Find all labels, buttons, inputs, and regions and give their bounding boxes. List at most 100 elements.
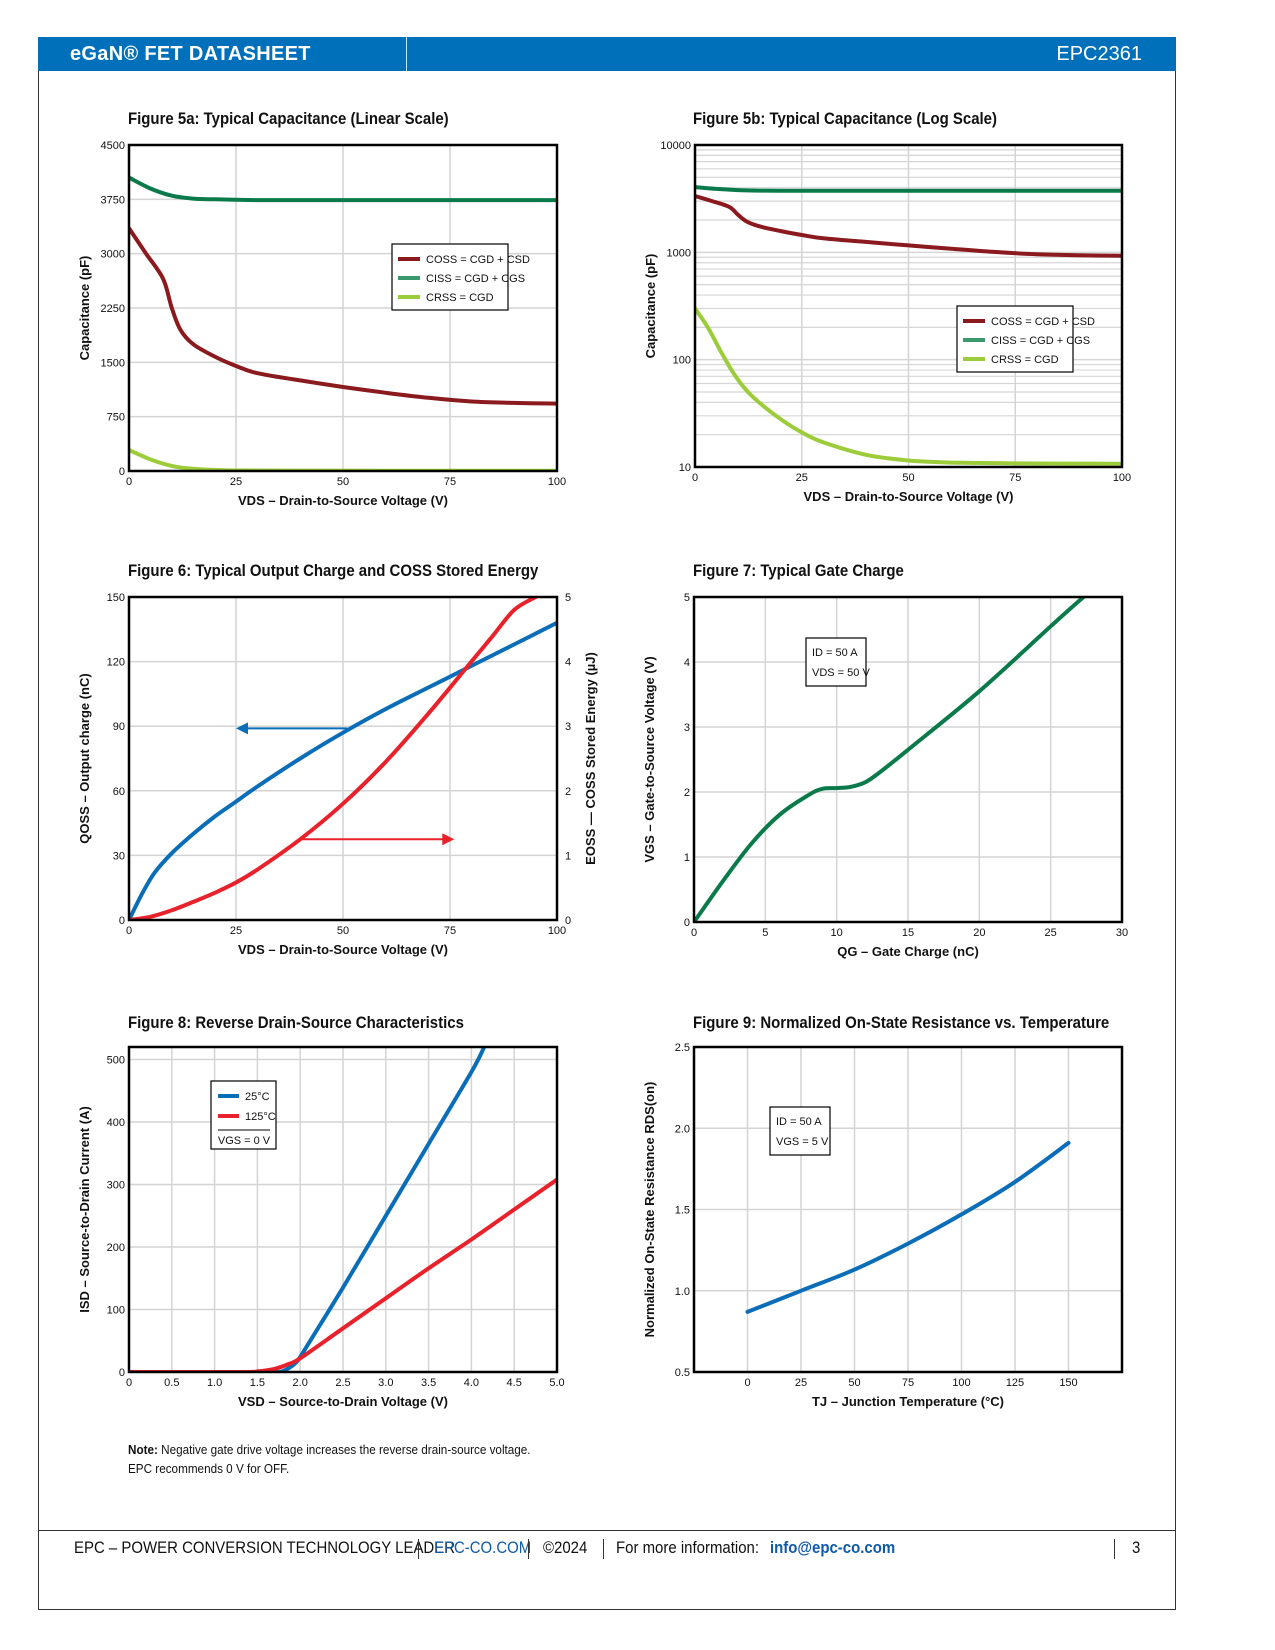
x-tick-label: 3.5 (421, 1377, 436, 1389)
legend-label: CISS = CGD + CGS (991, 335, 1090, 347)
x-tick-label: 0 (126, 1377, 132, 1389)
footer-separator (603, 1539, 604, 1559)
footer-separator (418, 1539, 419, 1559)
fig8-plot (127, 1045, 559, 1374)
fig6-plot (127, 595, 559, 922)
series-line-eoss (129, 597, 538, 920)
arrow-left-head-icon (236, 722, 248, 735)
series-line-coss (129, 226, 557, 406)
y-tick-label: 1 (684, 852, 690, 864)
fig9-plot (692, 1045, 1124, 1374)
x-tick-label: 5 (762, 927, 768, 939)
x-tick-label: 100 (1113, 472, 1131, 484)
y-tick-label: 1000 (667, 247, 691, 259)
legend-note: VGS = 0 V (218, 1135, 271, 1147)
x-tick-label: 5.0 (549, 1377, 564, 1389)
note-line-2: EPC recommends 0 V for OFF. (128, 1461, 290, 1476)
legend-label: CRSS = CGD (426, 292, 494, 304)
fig5b-plot (693, 143, 1124, 469)
plot-frame (692, 595, 1124, 924)
x-tick-label: 150 (1059, 1377, 1077, 1389)
y-tick-label: 100 (107, 1305, 125, 1317)
y-axis-label: Normalized On-State Resistance RDS(on) (642, 1082, 657, 1338)
x-tick-label: 25 (230, 925, 242, 937)
x-tick-label: 0 (126, 925, 132, 937)
x-tick-label: 50 (902, 472, 914, 484)
series-line-25c (129, 1047, 487, 1372)
y-axis-label: ISD – Source-to-Drain Current (A) (77, 1106, 92, 1313)
y-tick-label: 2250 (101, 303, 125, 315)
plot-frame (127, 1045, 559, 1374)
x-tick-label: 4.5 (507, 1377, 522, 1389)
x-tick-label: 20 (973, 927, 985, 939)
legend-label: 125°C (245, 1111, 276, 1123)
footer-email-link[interactable]: info@epc-co.com (770, 1538, 896, 1557)
x-tick-label: 1.5 (250, 1377, 265, 1389)
y-axis-label: Capacitance (pF) (643, 254, 658, 359)
x-tick-label: 0 (692, 472, 698, 484)
y-right-tick-label: 4 (565, 657, 571, 669)
y-tick-label: 4 (684, 657, 690, 669)
y-tick-label: 100 (673, 355, 691, 367)
legend-label: COSS = CGD + CSD (991, 316, 1095, 328)
x-tick-label: 75 (1009, 472, 1021, 484)
plot-frame (692, 1045, 1124, 1374)
x-tick-label: 100 (548, 476, 566, 488)
y-tick-label: 1.0 (675, 1286, 690, 1298)
series-line-rdson (745, 1140, 1071, 1314)
x-axis-label: TJ – Junction Temperature (°C) (812, 1394, 1004, 1409)
x-tick-label: 50 (337, 476, 349, 488)
footer-copyright: ©2024 (543, 1538, 588, 1557)
y-tick-label: 500 (107, 1055, 125, 1067)
fig7-plot (692, 595, 1124, 924)
y-tick-label: 4500 (101, 140, 125, 152)
condition-label: VDS = 50 V (812, 667, 870, 679)
x-tick-label: 0 (744, 1377, 750, 1389)
y-right-tick-label: 0 (565, 915, 571, 927)
condition-label: VGS = 5 V (776, 1136, 829, 1148)
x-tick-label: 30 (1116, 927, 1128, 939)
x-tick-label: 25 (796, 472, 808, 484)
y-tick-label: 3 (684, 722, 690, 734)
x-tick-label: 75 (444, 476, 456, 488)
series-line-crss (695, 306, 1122, 466)
x-tick-label: 25 (1045, 927, 1057, 939)
page-number: 3 (1132, 1538, 1141, 1557)
y-tick-label: 150 (107, 592, 125, 604)
y-tick-label: 2.5 (675, 1042, 690, 1054)
figure-6-title: Figure 6: Typical Output Charge and COSS… (128, 561, 539, 580)
y-tick-label: 2.0 (675, 1123, 690, 1135)
legend-label: CRSS = CGD (991, 354, 1059, 366)
y-right-tick-label: 1 (565, 850, 571, 862)
x-tick-label: 0 (691, 927, 697, 939)
x-tick-label: 125 (1006, 1377, 1024, 1389)
x-tick-label: 2.5 (335, 1377, 350, 1389)
y-tick-label: 90 (113, 721, 125, 733)
series-line-ciss (129, 175, 557, 203)
series-line-ciss (695, 185, 1122, 193)
series-line-coss (695, 194, 1122, 258)
footer-separator (1114, 1539, 1115, 1559)
x-tick-label: 75 (444, 925, 456, 937)
y-axis-label: QOSS – Output charge (nC) (77, 673, 92, 843)
y-tick-label: 300 (107, 1180, 125, 1192)
header-bar: eGaN® FET DATASHEET EPC2361 (38, 37, 1176, 71)
figure-8-note: Note: Negative gate drive voltage increa… (128, 1440, 531, 1478)
series-line-qoss (129, 620, 557, 920)
plot-frame (693, 143, 1124, 469)
footer-website-link[interactable]: EPC-CO.COM (434, 1538, 532, 1557)
y-right-tick-label: 2 (565, 786, 571, 798)
x-axis-label: VSD – Source-to-Drain Voltage (V) (238, 1394, 448, 1409)
y-right-tick-label: 3 (565, 721, 571, 733)
y-tick-label: 400 (107, 1117, 125, 1129)
y-tick-label: 1500 (101, 357, 125, 369)
x-tick-label: 75 (902, 1377, 914, 1389)
y-axis-label: Capacitance (pF) (77, 256, 92, 361)
document-title: eGaN® FET DATASHEET (70, 43, 311, 65)
figure-8-title: Figure 8: Reverse Drain-Source Character… (128, 1013, 464, 1032)
y-tick-label: 3000 (101, 249, 125, 261)
x-tick-label: 25 (230, 476, 242, 488)
x-tick-label: 3.0 (378, 1377, 393, 1389)
figure-9-title: Figure 9: Normalized On-State Resistance… (693, 1013, 1110, 1032)
